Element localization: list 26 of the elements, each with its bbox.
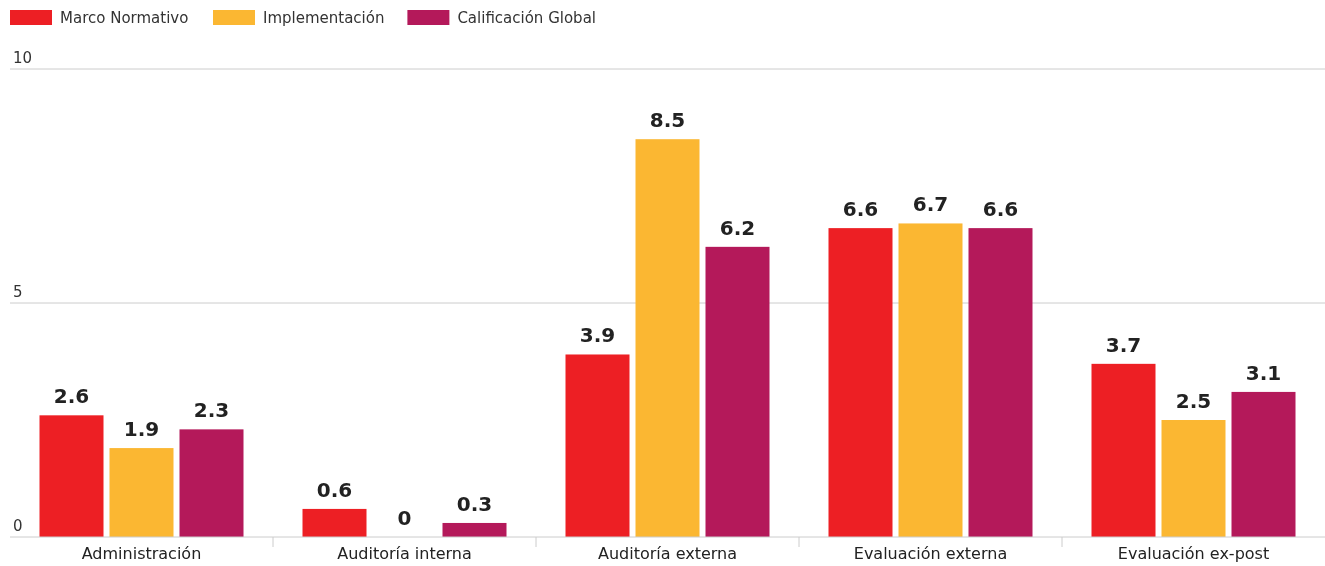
data-label: 6.6 bbox=[842, 197, 879, 222]
legend-label: Marco Normativo bbox=[60, 9, 189, 27]
data-label: 3.9 bbox=[579, 323, 616, 348]
data-label: 6.2 bbox=[719, 215, 756, 240]
data-label: 2.5 bbox=[1175, 389, 1212, 413]
data-label: 1.9 bbox=[123, 417, 160, 442]
x-tick-label: Administración bbox=[81, 544, 202, 563]
x-tick-label: Evaluación externa bbox=[853, 544, 1008, 563]
data-label: 2.3 bbox=[193, 398, 230, 423]
data-label: 2.6 bbox=[53, 384, 90, 409]
legend-label: Implementación bbox=[263, 9, 385, 27]
data-label: 0.6 bbox=[316, 477, 353, 502]
data-label: 8.5 bbox=[649, 108, 686, 133]
x-tick-label: Evaluación ex-post bbox=[1117, 544, 1270, 563]
x-tick-label: Auditoría interna bbox=[337, 544, 472, 563]
data-label: 0 bbox=[397, 506, 412, 530]
legend-label: Calificación Global bbox=[457, 9, 597, 27]
data-label: 3.1 bbox=[1245, 360, 1282, 385]
y-tick-label: 5 bbox=[13, 283, 23, 301]
data-label: 3.7 bbox=[1105, 332, 1142, 357]
x-tick-label: Auditoría externa bbox=[597, 544, 738, 563]
data-label: 6.7 bbox=[912, 192, 949, 217]
data-label: 0.3 bbox=[456, 491, 493, 516]
data-label: 6.6 bbox=[982, 197, 1019, 222]
y-tick-label: 10 bbox=[13, 49, 33, 67]
y-tick-label: 0 bbox=[13, 517, 23, 535]
